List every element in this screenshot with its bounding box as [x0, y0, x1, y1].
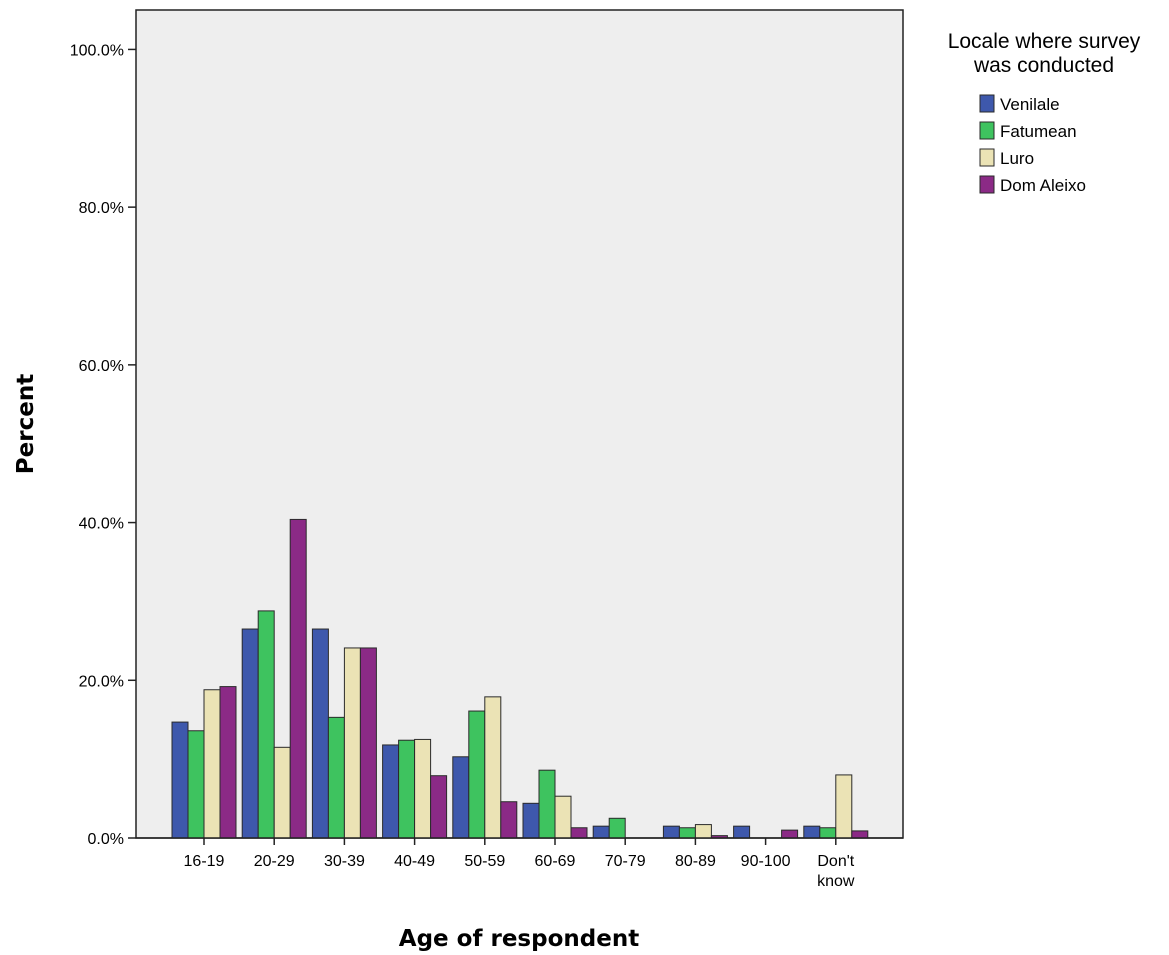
legend-item: Luro [979, 148, 1034, 168]
legend-label: Luro [1000, 149, 1034, 168]
legend-item: Venilale [979, 94, 1060, 114]
bar-luro [343, 647, 361, 839]
legend-title-line: was conducted [973, 54, 1114, 77]
legend-label: Dom Aleixo [1000, 176, 1086, 195]
x-tick-label-line: 60-69 [535, 853, 576, 870]
bar-fatumean [819, 827, 837, 839]
y-axis-title: Percent [13, 374, 39, 474]
bar-fatumean [327, 716, 345, 839]
bar-luro [273, 746, 291, 839]
bar-venilale [452, 756, 470, 839]
x-axis-title: Age of respondent [399, 926, 639, 952]
legend-swatch [979, 94, 995, 113]
y-axis: 0.0% 20.0% 40.0% 60.0% 80.0% 100.0% [70, 42, 136, 848]
x-tick-label: 20-29 [254, 853, 295, 870]
bar-venilale [522, 802, 540, 839]
x-tick-label: Don't know [817, 853, 855, 890]
y-tick-label: 100.0% [70, 42, 124, 59]
y-tick-label: 40.0% [79, 516, 124, 533]
bar-fatumean [187, 730, 205, 839]
x-tick-label: 30-39 [324, 853, 365, 870]
x-tick-label: 80-89 [675, 853, 716, 870]
legend-label: Venilale [1000, 95, 1060, 114]
bar-fatumean [398, 739, 416, 839]
bar-dom-aleixo [500, 801, 518, 839]
bar-luro [414, 738, 432, 839]
bar-venilale [733, 825, 751, 839]
x-tick-label: 50-59 [464, 853, 505, 870]
x-tick-label-line: 30-39 [324, 853, 365, 870]
bar-dom-aleixo [289, 518, 307, 839]
bar-venilale [171, 721, 189, 839]
legend-item: Fatumean [979, 121, 1077, 141]
x-tick-label-line: 50-59 [464, 853, 505, 870]
legend-title-line: Locale where survey [948, 30, 1141, 53]
legend-swatch [979, 175, 995, 194]
x-tick-label-line: 16-19 [184, 853, 225, 870]
x-tick-label-line: 70-79 [605, 853, 646, 870]
x-tick-label: 90-100 [741, 853, 791, 870]
x-tick-label-line: 90-100 [741, 853, 791, 870]
bar-venilale [803, 825, 821, 839]
bar-luro [484, 696, 502, 839]
y-tick-label: 0.0% [88, 831, 124, 848]
legend-label: Fatumean [1000, 122, 1077, 141]
x-tick-label: 40-49 [394, 853, 435, 870]
x-tick-label: 70-79 [605, 853, 646, 870]
y-tick-label: 20.0% [79, 673, 124, 690]
x-tick-label-line: 20-29 [254, 853, 295, 870]
x-tick-label-line: Don't [817, 853, 854, 870]
bar-dom-aleixo [219, 686, 237, 839]
bar-luro [554, 795, 572, 839]
bar-venilale [592, 825, 610, 839]
bar-fatumean [257, 610, 275, 839]
legend: Locale where survey was conducted Venilale… [948, 30, 1141, 195]
y-tick-label: 80.0% [79, 200, 124, 217]
bar-venilale [311, 628, 329, 839]
bar-venilale [662, 825, 680, 839]
bar-luro [203, 689, 221, 839]
bar-venilale [241, 628, 259, 839]
legend-swatch [979, 148, 995, 167]
bar-fatumean [538, 769, 556, 839]
bar-fatumean [468, 710, 486, 839]
bar-luro [694, 824, 712, 839]
x-axis: 16-19 20-29 30-39 40-49 50-59 60-69 70-79 80-89… [184, 838, 855, 890]
legend-item: Dom Aleixo [979, 175, 1086, 195]
bar-fatumean [678, 827, 696, 839]
x-tick-label-line: 80-89 [675, 853, 716, 870]
legend-title: Locale where survey was conducted [948, 30, 1141, 77]
bar-fatumean [608, 817, 626, 839]
bar-dom-aleixo [570, 827, 588, 839]
x-tick-label: 16-19 [184, 853, 225, 870]
bar-dom-aleixo [359, 647, 377, 839]
bar-dom-aleixo [781, 829, 799, 839]
x-tick-label-line: know [817, 873, 855, 890]
bars-layer [171, 518, 869, 839]
bar-dom-aleixo [430, 775, 448, 839]
bar-luro [835, 774, 853, 839]
bar-venilale [382, 744, 400, 839]
bar-dom-aleixo [851, 830, 869, 839]
legend-swatch [979, 121, 995, 140]
y-tick-label: 60.0% [79, 358, 124, 375]
x-tick-label: 60-69 [535, 853, 576, 870]
x-tick-label-line: 40-49 [394, 853, 435, 870]
